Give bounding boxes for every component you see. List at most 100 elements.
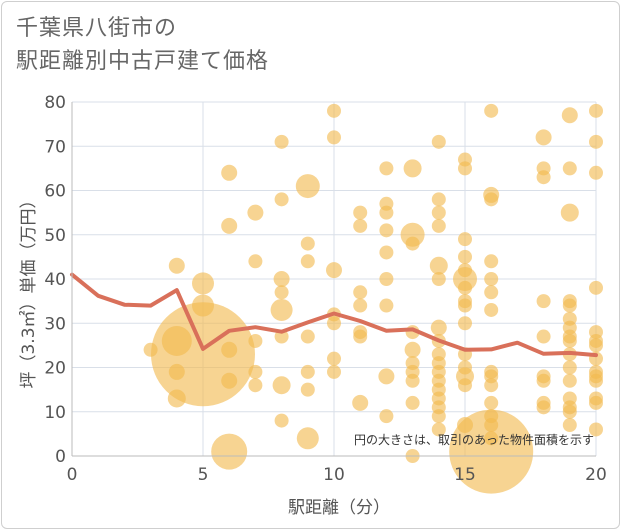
bubble-point — [221, 341, 238, 358]
bubble-point — [484, 302, 499, 317]
bubble-point — [167, 389, 186, 408]
bubble-series — [143, 103, 603, 494]
bubble-point — [168, 257, 185, 274]
bubble-point — [327, 364, 341, 379]
bubble-point — [484, 285, 499, 300]
bubble-point — [561, 107, 578, 124]
bubble-point — [327, 351, 341, 366]
bubble-point — [589, 395, 603, 410]
y-tick-label: 10 — [44, 403, 66, 423]
bubble-point — [589, 373, 603, 388]
bubble-point — [484, 395, 499, 410]
x-tick-label: 20 — [585, 465, 607, 485]
x-tick-labels: 0 5 10 15 20 — [67, 465, 607, 485]
chart-title-line1: 千葉県八街市の — [16, 16, 178, 41]
trend-series — [70, 272, 598, 358]
bubble-point — [168, 363, 185, 380]
bubble-point — [430, 319, 447, 336]
x-tick-label: 5 — [198, 465, 209, 485]
bubble-point — [562, 360, 577, 375]
y-tick-label: 30 — [44, 314, 66, 334]
bubble-point — [429, 256, 448, 275]
bubble-point — [458, 263, 472, 278]
bubble-point — [353, 329, 368, 344]
bubble-point — [484, 103, 499, 118]
bubble-point — [589, 103, 603, 118]
axes — [71, 102, 596, 457]
y-tick-label: 40 — [44, 270, 66, 290]
bubble-point — [327, 103, 341, 118]
y-tick-label: 70 — [44, 137, 66, 157]
bubble-point — [431, 409, 446, 424]
bubble-size-note: 円の大きさは、取引のあった物件面積を示す — [354, 432, 594, 447]
bubble-point — [589, 165, 603, 180]
bubble-point — [457, 417, 473, 434]
bubble-point — [589, 338, 603, 353]
bubble-point — [161, 325, 192, 356]
bubble-point — [353, 285, 368, 300]
bubble-point — [431, 218, 446, 233]
bubble-point — [353, 205, 368, 220]
chart-title: 千葉県八街市の 駅距離別中古戸建て価格 — [16, 12, 269, 78]
bubble-point — [458, 316, 472, 331]
y-tick-label: 20 — [44, 359, 66, 379]
bubble-point — [248, 333, 263, 348]
bubble-point — [221, 372, 238, 389]
bubble-point — [273, 271, 290, 287]
y-tick-label: 0 — [55, 447, 66, 467]
bubble-point — [353, 298, 368, 313]
bubble-point — [295, 174, 320, 199]
bubble-point — [589, 280, 603, 295]
bubble-point — [562, 333, 577, 348]
chart-title-line2: 駅距離別中古戸建て価格 — [16, 49, 270, 74]
bubble-point — [248, 378, 263, 393]
x-axis-title: 駅距離（分） — [288, 498, 390, 518]
bubble-point — [296, 427, 319, 450]
bubble-point — [458, 360, 472, 375]
bubble-point — [405, 373, 420, 388]
bubble-point — [562, 373, 577, 388]
bubble-point — [458, 280, 472, 295]
bubble-point — [458, 378, 472, 393]
bubble-point — [484, 272, 499, 286]
bubble-point — [274, 413, 289, 428]
bubble-point — [192, 294, 214, 317]
x-tick-label: 15 — [454, 465, 476, 485]
bubble-point — [274, 192, 289, 207]
bubble-point — [562, 404, 577, 419]
bubble-point — [192, 272, 214, 295]
bubble-point — [300, 329, 315, 344]
bubble-point — [484, 254, 499, 269]
bubble-point — [379, 298, 394, 313]
bubble-point — [274, 134, 289, 149]
bubble-point — [536, 329, 551, 344]
bubble-point — [431, 134, 446, 149]
bubble-point — [431, 272, 446, 286]
bubble-point — [405, 236, 420, 251]
bubble-point — [221, 217, 238, 234]
x-tick-label: 0 — [67, 465, 78, 485]
y-tick-labels: 0 10 20 30 40 50 60 70 80 — [44, 93, 66, 467]
bubble-point — [484, 418, 499, 433]
y-tick-label: 50 — [44, 226, 66, 246]
bubble-point — [352, 394, 369, 411]
bubble-point — [247, 204, 264, 221]
bubble-point — [589, 422, 603, 437]
bubble-point — [379, 205, 394, 220]
bubble-point — [300, 254, 315, 269]
bubble-point — [274, 285, 289, 300]
bubble-point — [379, 245, 394, 260]
bubble-point — [327, 316, 341, 331]
bubble-point — [458, 249, 472, 264]
bubble-point — [248, 254, 263, 269]
bubble-point — [484, 378, 499, 393]
bubble-point — [562, 161, 577, 176]
bubble-point — [560, 203, 579, 222]
bubble-point — [248, 364, 263, 379]
bubble-point — [379, 272, 394, 286]
bubble-point — [535, 129, 552, 146]
bubble-point — [378, 368, 395, 385]
bubble-point — [151, 302, 255, 407]
average-price-line — [70, 272, 598, 358]
